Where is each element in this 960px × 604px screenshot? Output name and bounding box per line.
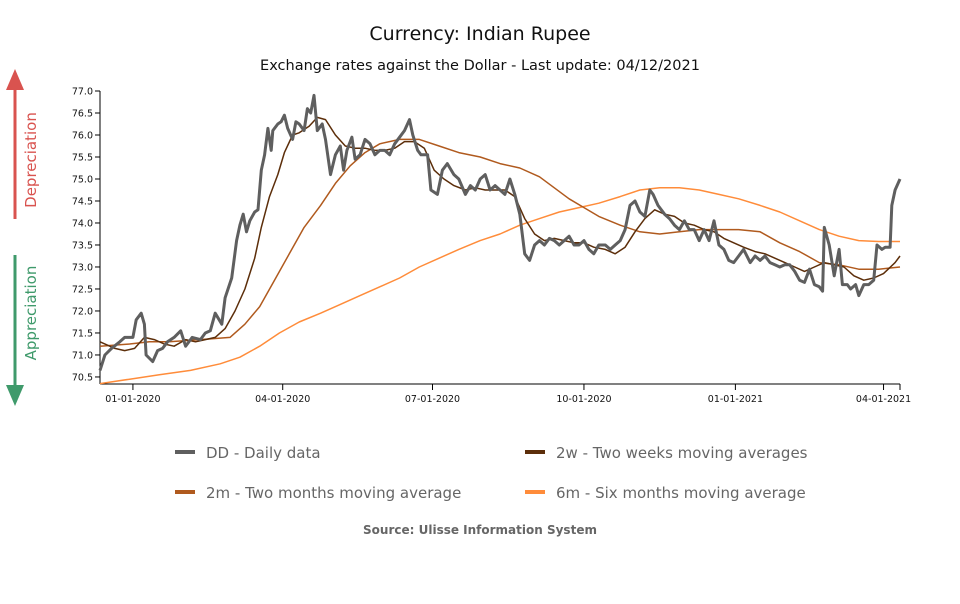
y-tick-label: 74.5 <box>72 196 93 207</box>
legend: DD - Daily data 2w - Two weeks moving ave… <box>175 444 808 502</box>
x-tick-label: 04-01-2021 <box>856 394 911 405</box>
legend-label-w2: 2w - Two weeks moving averages <box>556 444 808 462</box>
y-tick-label: 75.5 <box>72 152 93 163</box>
y-tick-label: 75.0 <box>72 174 93 185</box>
y-tick-label: 76.0 <box>72 130 93 141</box>
chart-title: Currency: Indian Rupee <box>369 23 590 45</box>
legend-swatch-w2 <box>525 450 545 454</box>
legend-swatch-m2 <box>175 490 195 494</box>
appreciation-arrow: Appreciation <box>6 255 40 406</box>
series-line-m6 <box>99 187 900 385</box>
x-tick-label: 04-01-2020 <box>255 394 310 405</box>
y-tick-label: 77.0 <box>72 87 93 98</box>
axes: 70.5 71.0 71.5 72.0 72.5 73.0 73.5 74.0 74.5 75.0… <box>72 87 911 406</box>
legend-swatch-dd <box>175 450 195 454</box>
source-note: Source: Ulisse Information System <box>363 523 597 537</box>
chart-subtitle: Exchange rates against the Dollar - Last… <box>260 58 700 74</box>
y-tick-label: 74.0 <box>72 218 93 229</box>
series-line-w2 <box>99 116 901 352</box>
y-tick-label: 73.5 <box>72 240 93 251</box>
y-tick-label: 71.5 <box>72 328 93 339</box>
legend-label-m6: 6m - Six months moving average <box>556 484 806 502</box>
legend-label-m2: 2m - Two months moving average <box>206 484 461 502</box>
up-arrow-icon <box>6 69 24 90</box>
y-tick-label: 70.5 <box>72 372 93 383</box>
y-tick-label: 72.5 <box>72 284 93 295</box>
legend-swatch-m6 <box>525 490 545 494</box>
y-tick-label: 73.0 <box>72 262 93 273</box>
down-arrow-icon <box>6 385 24 406</box>
depreciation-label: Depreciation <box>22 112 40 208</box>
x-tick-label: 01-01-2021 <box>708 394 763 405</box>
appreciation-label: Appreciation <box>22 266 40 361</box>
series-line-m2 <box>99 138 901 347</box>
series-lines <box>98 93 902 385</box>
x-tick-label: 07-01-2020 <box>405 394 460 405</box>
x-tick-label: 01-01-2020 <box>105 394 160 405</box>
y-tick-label: 71.0 <box>72 350 93 361</box>
y-tick-label: 72.0 <box>72 306 93 317</box>
x-tick-label: 10-01-2020 <box>556 394 611 405</box>
depreciation-arrow: Depreciation <box>6 69 40 219</box>
series-line-dd <box>98 93 902 371</box>
y-tick-label: 76.5 <box>72 108 93 119</box>
legend-label-dd: DD - Daily data <box>206 444 321 462</box>
